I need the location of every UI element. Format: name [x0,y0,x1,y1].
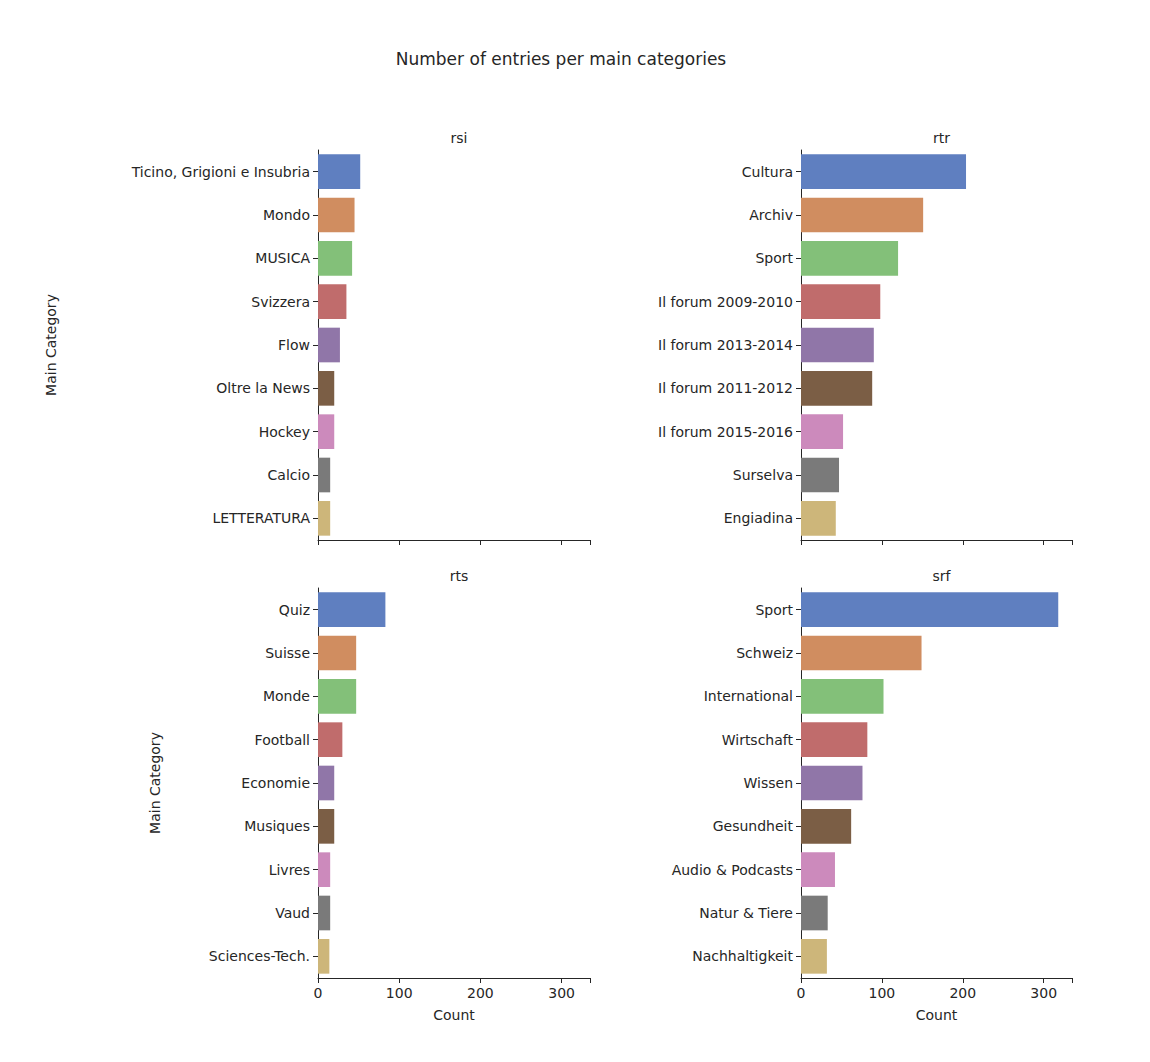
svg-text:100: 100 [386,985,413,1001]
svg-text:Surselva: Surselva [733,467,793,483]
svg-text:rsi: rsi [451,130,468,146]
svg-text:Livres: Livres [269,862,310,878]
svg-text:Il forum 2013-2014: Il forum 2013-2014 [658,337,793,353]
svg-text:100: 100 [869,985,896,1001]
svg-text:Engiadina: Engiadina [724,510,793,526]
svg-text:Quiz: Quiz [279,602,310,618]
svg-text:LETTERATURA: LETTERATURA [212,510,310,526]
svg-text:Wissen: Wissen [744,775,794,791]
svg-text:0: 0 [797,985,806,1001]
svg-text:Il forum 2011-2012: Il forum 2011-2012 [658,380,793,396]
svg-text:International: International [704,688,793,704]
svg-text:Sport: Sport [755,250,793,266]
svg-text:Football: Football [255,732,310,748]
svg-text:Count: Count [433,1007,475,1023]
svg-text:300: 300 [1030,985,1057,1001]
svg-text:srf: srf [933,568,952,584]
svg-text:Il forum 2009-2010: Il forum 2009-2010 [658,294,793,310]
svg-text:Oltre la News: Oltre la News [216,380,310,396]
svg-text:Gesundheit: Gesundheit [713,818,794,834]
svg-text:Ticino, Grigioni e Insubria: Ticino, Grigioni e Insubria [131,164,310,180]
svg-text:MUSICA: MUSICA [255,250,310,266]
svg-text:300: 300 [548,985,575,1001]
svg-text:rts: rts [450,568,469,584]
svg-text:Sciences-Tech.: Sciences-Tech. [209,948,310,964]
svg-text:Sport: Sport [755,602,793,618]
svg-text:Count: Count [916,1007,958,1023]
svg-text:Mondo: Mondo [263,207,310,223]
svg-text:Flow: Flow [278,337,310,353]
svg-text:Natur & Tiere: Natur & Tiere [699,905,793,921]
svg-text:Nachhaltigkeit: Nachhaltigkeit [692,948,793,964]
svg-text:Audio & Podcasts: Audio & Podcasts [672,862,793,878]
svg-text:200: 200 [949,985,976,1001]
svg-text:Number of entries per main cat: Number of entries per main categories [396,49,727,69]
svg-text:Hockey: Hockey [259,424,310,440]
svg-text:Schweiz: Schweiz [736,645,793,661]
svg-text:rtr: rtr [933,130,950,146]
svg-text:Svizzera: Svizzera [251,294,310,310]
svg-text:Economie: Economie [241,775,310,791]
svg-text:Il forum 2015-2016: Il forum 2015-2016 [658,424,793,440]
svg-text:Cultura: Cultura [742,164,793,180]
svg-text:Archiv: Archiv [749,207,793,223]
svg-text:Vaud: Vaud [275,905,310,921]
svg-text:Calcio: Calcio [268,467,310,483]
svg-text:200: 200 [467,985,494,1001]
svg-text:Monde: Monde [263,688,310,704]
svg-text:Wirtschaft: Wirtschaft [722,732,794,748]
svg-text:Main Category: Main Category [147,732,163,834]
svg-text:Suisse: Suisse [265,645,310,661]
svg-text:Musiques: Musiques [244,818,310,834]
svg-text:Main Category: Main Category [43,294,59,396]
svg-text:0: 0 [314,985,323,1001]
